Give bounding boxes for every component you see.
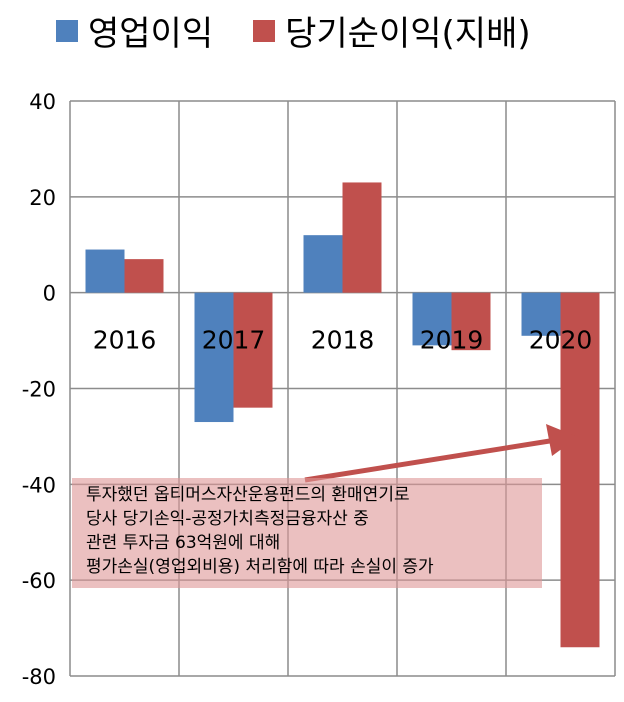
annotation-box: 투자했던 옵티머스자산운용펀드의 환매연기로 당사 당기손익-공정가치측정금융자… — [72, 478, 542, 588]
x-category-label-2018: 2018 — [311, 326, 375, 355]
y-tick-label-2: 0 — [43, 282, 56, 306]
legend-label-operating-profit: 영업이익 — [88, 14, 214, 54]
bar-net-income-2016 — [124, 259, 164, 293]
legend: 영업이익 당기순이익(지배) — [56, 6, 531, 55]
bar-net-income-2020 — [560, 292, 600, 648]
bar-operating-profit-2020 — [521, 292, 561, 336]
annotation-line-1: 투자했던 옵티머스자산운용펀드의 환매연기로 — [86, 485, 410, 505]
bar-operating-profit-2016 — [85, 249, 125, 293]
x-category-label-2020: 2020 — [529, 326, 593, 355]
annotation-arrow-line — [304, 437, 557, 483]
legend-item-net-income: 당기순이익(지배) — [253, 6, 531, 55]
bar-net-income-2019 — [451, 292, 491, 351]
bar-net-income-2018 — [342, 182, 382, 293]
bar-operating-profit-2017 — [194, 292, 234, 423]
bar-operating-profit-2018 — [303, 235, 343, 293]
bar-net-income-2017 — [233, 292, 273, 408]
legend-label-net-income: 당기순이익(지배) — [285, 14, 531, 54]
annotation-arrowhead — [546, 424, 578, 456]
bar-operating-profit-2019 — [412, 292, 452, 346]
y-tick-label-6: -80 — [22, 665, 56, 689]
x-category-label-2017: 2017 — [202, 326, 266, 355]
legend-item-operating-profit: 영업이익 — [56, 6, 213, 55]
y-tick-label-1: 20 — [29, 186, 56, 210]
legend-swatch-operating-profit — [56, 19, 78, 42]
x-category-label-2016: 2016 — [93, 326, 157, 355]
annotation-line-4: 평가손실(영업외비용) 처리함에 따라 손실이 증가 — [86, 557, 434, 577]
y-tick-label-4: -40 — [22, 473, 56, 497]
x-category-label-2019: 2019 — [420, 326, 484, 355]
annotation-line-2: 당사 당기손익-공정가치측정금융자산 중 — [86, 509, 369, 529]
y-tick-label-5: -60 — [22, 569, 56, 593]
annotation-line-3: 관련 투자금 63억원에 대해 — [86, 533, 281, 553]
y-tick-label-3: -20 — [22, 378, 56, 402]
y-tick-label-0: 40 — [29, 90, 56, 114]
legend-swatch-net-income — [253, 19, 276, 42]
